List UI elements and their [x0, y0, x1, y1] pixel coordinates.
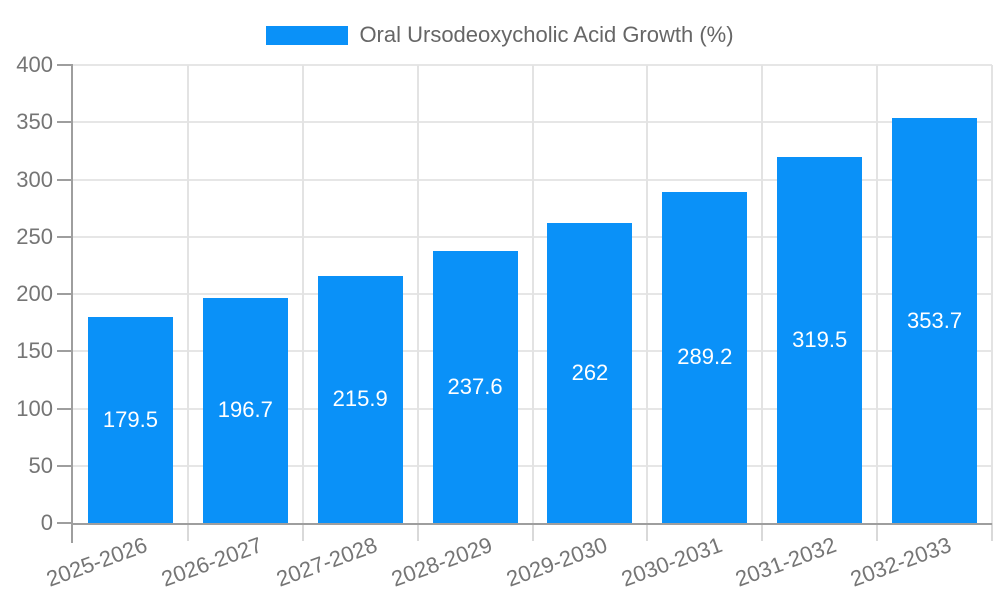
v-gridline — [991, 65, 993, 523]
y-axis-tick-label: 350 — [16, 109, 53, 135]
x-axis-tick-label: 2027-2028 — [272, 532, 381, 592]
bar-value-label: 319.5 — [792, 327, 848, 353]
bar[interactable] — [777, 157, 863, 523]
y-axis-tick-label: 50 — [28, 452, 53, 478]
x-axis-tick-label: 2032-2033 — [847, 532, 955, 592]
bar[interactable] — [892, 118, 978, 523]
bar[interactable] — [202, 297, 288, 523]
bar[interactable] — [547, 223, 633, 523]
v-gridline — [876, 65, 879, 523]
x-axis-tick — [646, 523, 649, 541]
x-axis-tick-label: 2025-2026 — [43, 532, 151, 592]
y-axis-tick — [57, 178, 73, 181]
x-axis-tick-label: 2030-2031 — [617, 532, 726, 592]
y-axis-tick-label: 400 — [16, 52, 53, 77]
y-axis-tick — [57, 64, 73, 66]
x-axis-tick — [876, 523, 879, 541]
v-gridline — [301, 65, 304, 523]
v-gridline — [416, 65, 419, 523]
v-gridline — [531, 65, 534, 523]
legend[interactable]: Oral Ursodeoxycholic Acid Growth (%) — [0, 22, 1000, 48]
y-axis-tick-label: 300 — [16, 166, 53, 192]
y-axis-tick-label: 200 — [16, 281, 53, 306]
y-axis-tick — [57, 121, 73, 124]
y-axis-tick-label: 100 — [16, 395, 53, 421]
bar[interactable] — [662, 191, 748, 523]
bar-value-label: 237.6 — [447, 373, 503, 399]
x-axis-tick — [301, 523, 304, 541]
x-axis-tick-label: 2029-2030 — [502, 532, 611, 592]
y-axis-tick-label: 250 — [16, 223, 53, 249]
bar-value-label: 215.9 — [332, 386, 388, 412]
v-gridline — [646, 65, 649, 523]
x-axis-tick-label: 2031-2032 — [732, 532, 840, 592]
x-axis-tick — [186, 523, 189, 541]
x-axis-tick — [761, 523, 764, 541]
y-axis-tick — [57, 235, 73, 238]
y-axis-line — [71, 65, 73, 543]
bar-value-label: 179.5 — [102, 407, 158, 433]
x-axis-line — [71, 523, 992, 525]
bar-value-label: 289.2 — [677, 344, 733, 370]
bar-value-label: 353.7 — [907, 307, 963, 333]
x-axis-tick — [416, 523, 419, 541]
bar[interactable] — [87, 317, 173, 523]
legend-label: Oral Ursodeoxycholic Acid Growth (%) — [359, 22, 734, 47]
x-axis-tick — [531, 523, 534, 541]
bar[interactable] — [432, 250, 518, 523]
legend-swatch-icon — [266, 25, 349, 45]
v-gridline — [761, 65, 764, 523]
y-axis-tick — [57, 293, 73, 295]
y-axis-tick — [57, 522, 73, 524]
y-axis-tick — [57, 464, 73, 467]
bar[interactable] — [317, 275, 403, 523]
bar-value-label: 262 — [571, 360, 609, 385]
x-axis-tick — [991, 523, 993, 541]
y-axis-tick — [57, 350, 73, 353]
y-axis-tick-label: 0 — [40, 510, 53, 535]
y-axis-tick — [57, 407, 73, 410]
v-gridline — [186, 65, 189, 523]
bar-value-label: 196.7 — [217, 397, 273, 423]
y-axis-tick-label: 150 — [16, 338, 53, 364]
x-axis-tick-label: 2028-2029 — [387, 532, 496, 592]
x-axis-tick-label: 2026-2027 — [158, 532, 266, 592]
